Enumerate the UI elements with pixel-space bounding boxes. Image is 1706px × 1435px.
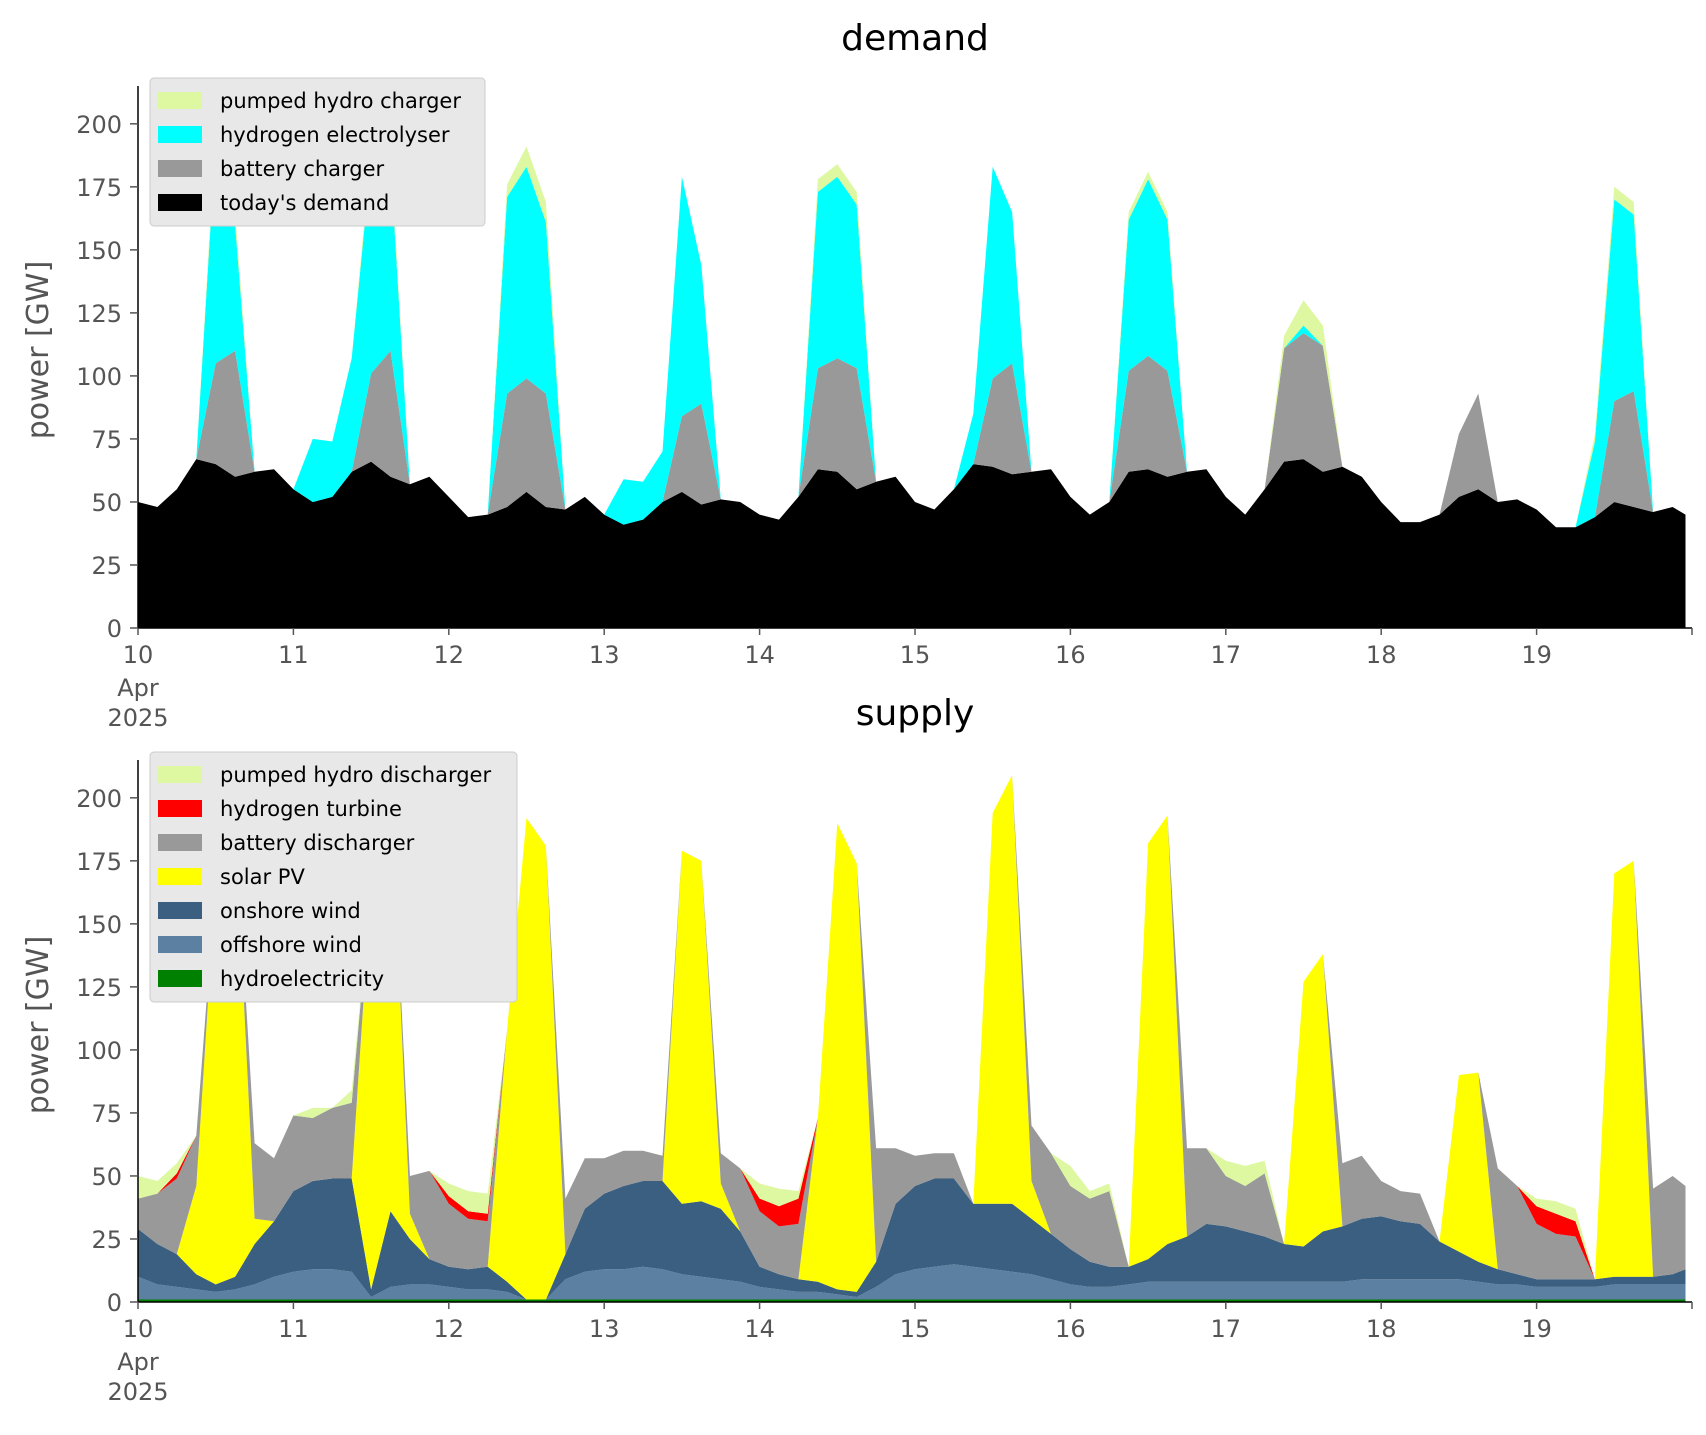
y-tick-label: 100 [76, 1037, 122, 1065]
legend-label: offshore wind [220, 933, 362, 957]
area-offshore-wind [138, 1264, 1686, 1300]
legend-label: pumped hydro discharger [220, 763, 491, 787]
y-tick-label: 0 [107, 1289, 122, 1317]
demand-title: demand [841, 18, 989, 59]
x-tick-label: 18 [1366, 1315, 1397, 1343]
demand-y-axis-label: power [GW] [21, 261, 56, 440]
x-tick-sublabel: 2025 [107, 704, 168, 732]
legend-label: pumped hydro charger [220, 89, 461, 113]
x-tick-label: 12 [434, 641, 465, 669]
legend-swatch [158, 126, 202, 143]
supply-panel: supply power [GW] 0 25 50 75 100 125 150 175 200… [21, 693, 1693, 1406]
x-tick-sublabel: 2025 [107, 1378, 168, 1406]
x-tick-label: 17 [1211, 1315, 1242, 1343]
legend-swatch [158, 92, 202, 109]
legend-swatch [158, 902, 202, 919]
y-tick-label: 200 [76, 785, 122, 813]
y-tick-label: 125 [76, 974, 122, 1002]
y-tick-label: 25 [91, 552, 122, 580]
legend-label: hydrogen turbine [220, 797, 402, 821]
x-tick-label: 13 [589, 641, 620, 669]
legend-swatch [158, 970, 202, 987]
legend-swatch [158, 160, 202, 177]
x-tick-label: 10 [123, 1315, 154, 1343]
legend-swatch [158, 766, 202, 783]
y-tick-label: 175 [76, 174, 122, 202]
x-tick-label: 14 [744, 641, 775, 669]
x-tick-label: 18 [1366, 641, 1397, 669]
supply-y-axis-label: power [GW] [21, 936, 56, 1115]
x-tick-sublabel: Apr [117, 674, 159, 702]
supply-title: supply [856, 693, 975, 734]
y-tick-label: 75 [91, 426, 122, 454]
x-tick-label: 19 [1521, 641, 1552, 669]
y-tick-label: 150 [76, 911, 122, 939]
area-hydrogen-electrolyser [138, 141, 1686, 528]
y-tick-label: 125 [76, 300, 122, 328]
y-tick-label: 25 [91, 1226, 122, 1254]
x-tick-label: 16 [1055, 641, 1086, 669]
y-tick-label: 100 [76, 363, 122, 391]
y-tick-label: 75 [91, 1100, 122, 1128]
legend-label: onshore wind [220, 899, 361, 923]
x-tick-label: 13 [589, 1315, 620, 1343]
x-tick-label: 15 [900, 641, 931, 669]
area-onshore-wind [138, 1178, 1686, 1300]
x-tick-label: 19 [1521, 1315, 1552, 1343]
supply-areas [138, 775, 1686, 1302]
legend-box [149, 751, 518, 1003]
legend-label: solar PV [220, 865, 305, 889]
x-tick-label: 17 [1211, 641, 1242, 669]
legend-swatch [158, 834, 202, 851]
legend-swatch [158, 936, 202, 953]
y-tick-label: 200 [76, 111, 122, 139]
x-tick-label: 12 [434, 1315, 465, 1343]
area-battery-discharger [138, 775, 1686, 1280]
area-today-s-demand [138, 459, 1686, 628]
x-tick-label: 10 [123, 641, 154, 669]
area-battery-charger [138, 333, 1686, 528]
x-tick-label: 14 [744, 1315, 775, 1343]
x-tick-label: 16 [1055, 1315, 1086, 1343]
legend-swatch [158, 868, 202, 885]
x-tick-label: 11 [278, 1315, 309, 1343]
legend-label: battery discharger [220, 831, 415, 855]
demand-panel: demand power [GW] 0 25 50 75 100 125 150 175 200… [21, 18, 1693, 732]
legend-label: today's demand [220, 191, 389, 215]
x-tick-label: 11 [278, 641, 309, 669]
supply-legend: pumped hydro discharger hydrogen turbine b… [149, 751, 518, 1003]
demand-legend: pumped hydro charger hydrogen electrolyse… [149, 77, 486, 227]
legend-label: hydrogen electrolyser [220, 123, 450, 147]
legend-label: battery charger [220, 157, 385, 181]
area-solar-pv [138, 775, 1686, 1300]
legend-swatch [158, 800, 202, 817]
y-tick-label: 50 [91, 1163, 122, 1191]
legend-box [149, 77, 486, 227]
demand-areas [138, 128, 1686, 628]
y-tick-label: 50 [91, 489, 122, 517]
y-tick-label: 150 [76, 237, 122, 265]
legend-label: hydroelectricity [220, 967, 384, 991]
x-tick-label: 15 [900, 1315, 931, 1343]
legend-swatch [158, 194, 202, 211]
x-tick-sublabel: Apr [117, 1348, 159, 1376]
y-tick-label: 175 [76, 848, 122, 876]
y-tick-label: 0 [107, 615, 122, 643]
